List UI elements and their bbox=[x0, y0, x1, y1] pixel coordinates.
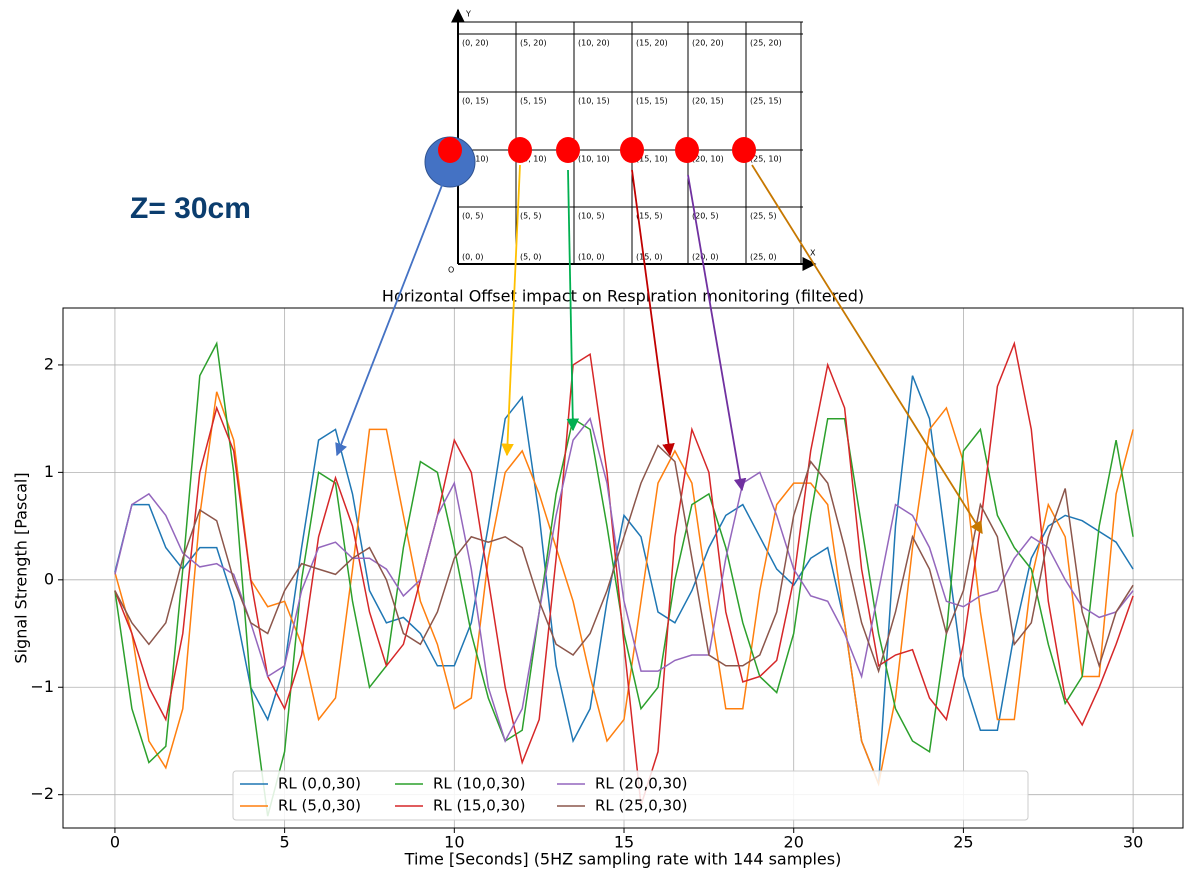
diagram-axis-label: O bbox=[448, 266, 454, 275]
y-tick-label: 1 bbox=[44, 462, 54, 481]
diagram-cell-label: (10, 15) bbox=[578, 97, 610, 106]
sensor-dot bbox=[438, 137, 462, 163]
sensor-dot bbox=[732, 137, 756, 163]
pointer-arrow bbox=[687, 174, 747, 492]
x-tick-label: 30 bbox=[1123, 833, 1143, 852]
grid-diagram: Y X O (0, 20) (5, 20) (10, 20) (15, 20) (20, 20… bbox=[424, 8, 817, 275]
diagram-cell-label: (5, 10) bbox=[520, 155, 547, 164]
pointer-arrow bbox=[335, 174, 447, 457]
diagram-cell-label: (0, 15) bbox=[462, 97, 489, 106]
legend-label: RL (20,0,30) bbox=[595, 775, 688, 793]
x-tick-label: 20 bbox=[784, 833, 804, 852]
diagram-cell-label: (5, 0) bbox=[520, 253, 542, 262]
y-tick-label: 2 bbox=[44, 354, 54, 373]
diagram-cell-label: (20, 20) bbox=[692, 39, 724, 48]
diagram-cell-label: (5, 5) bbox=[520, 212, 542, 221]
diagram-cell-label: (20, 0) bbox=[692, 253, 719, 262]
diagram-cell-label: (25, 5) bbox=[750, 212, 777, 221]
sensor-dot bbox=[508, 137, 532, 163]
x-tick-label: 10 bbox=[444, 833, 464, 852]
x-axis-label: Time [Seconds] (5HZ sampling rate with 1… bbox=[404, 850, 842, 869]
legend-label: RL (10,0,30) bbox=[433, 775, 526, 793]
pointer-arrow bbox=[631, 169, 675, 457]
plot-frame bbox=[62, 307, 1184, 829]
diagram-cell-label: (20, 10) bbox=[692, 155, 724, 164]
diagram-cell-label: (15, 15) bbox=[636, 97, 668, 106]
x-tick-label: 5 bbox=[280, 833, 290, 852]
diagram-cell-label: (15, 5) bbox=[636, 212, 663, 221]
overlay bbox=[335, 164, 983, 535]
series-group bbox=[114, 340, 1134, 817]
diagram-cell-label: (0, 0) bbox=[462, 253, 484, 262]
diagram-cell-label: (10, 10) bbox=[578, 155, 610, 164]
x-tick-label: 0 bbox=[110, 833, 120, 852]
sensor-dot bbox=[556, 137, 580, 163]
diagram-cell-label: (25, 15) bbox=[750, 97, 782, 106]
x-tick-label: 15 bbox=[614, 833, 634, 852]
pointer-arrow bbox=[566, 169, 580, 432]
y-axis-label: Signal Strength [Pascal] bbox=[12, 472, 31, 663]
diagram-cell-label: (5, 20) bbox=[520, 39, 547, 48]
series-line bbox=[114, 417, 1134, 743]
diagram-cell-label: (0, 20) bbox=[462, 39, 489, 48]
series-line bbox=[114, 444, 1134, 674]
y-tick-label: 0 bbox=[44, 569, 54, 588]
diagram-cell-label: (10, 0) bbox=[578, 253, 605, 262]
diagram-cell-label: (0, 5) bbox=[462, 212, 484, 221]
diagram-cell-label: (25, 0) bbox=[750, 253, 777, 262]
diagram-cell-label: (15, 10) bbox=[636, 155, 668, 164]
legend-label: RL (25,0,30) bbox=[595, 797, 688, 815]
legend: RL (0,0,30) RL (5,0,30) RL (10,0,30) RL (15… bbox=[232, 770, 1029, 821]
pointer-arrow bbox=[751, 164, 983, 535]
y-tick-label: −2 bbox=[30, 784, 54, 803]
diagram-cell-label: (20, 15) bbox=[692, 97, 724, 106]
diagram-cell-label: (15, 0) bbox=[636, 253, 663, 262]
diagram-cell-label: (10, 5) bbox=[578, 212, 605, 221]
pointer-arrow bbox=[501, 164, 521, 457]
series-line bbox=[114, 391, 1134, 787]
annotation: Z= 30cm bbox=[130, 192, 251, 225]
series-line bbox=[114, 341, 1134, 817]
legend-label: RL (15,0,30) bbox=[433, 797, 526, 815]
legend-label: RL (0,0,30) bbox=[278, 775, 361, 793]
diagram-cell-label: (10, 20) bbox=[578, 39, 610, 48]
diagram-cell-label: (25, 10) bbox=[750, 155, 782, 164]
diagram-axis-label: Y bbox=[465, 10, 471, 19]
diagram-cell-label: (5, 15) bbox=[520, 97, 547, 106]
legend-frame bbox=[232, 770, 1029, 821]
chart: 0 5 10 15 20 25 30 −2 −1 0 1 2 Horizontal Offset imp… bbox=[12, 287, 1184, 869]
legend-label: RL (5,0,30) bbox=[278, 797, 361, 815]
sensor-dot bbox=[620, 137, 644, 163]
diagram-cell-label: (15, 20) bbox=[636, 39, 668, 48]
series-line bbox=[114, 340, 1134, 806]
diagram-axis-label: X bbox=[810, 249, 816, 258]
diagram-cell-label: (20, 5) bbox=[692, 212, 719, 221]
chart-title: Horizontal Offset impact on Respiration … bbox=[382, 287, 864, 306]
sensor-dot bbox=[675, 137, 699, 163]
diagram-cell-label: (25, 20) bbox=[750, 39, 782, 48]
y-tick-label: −1 bbox=[30, 677, 54, 696]
x-tick-label: 25 bbox=[953, 833, 973, 852]
